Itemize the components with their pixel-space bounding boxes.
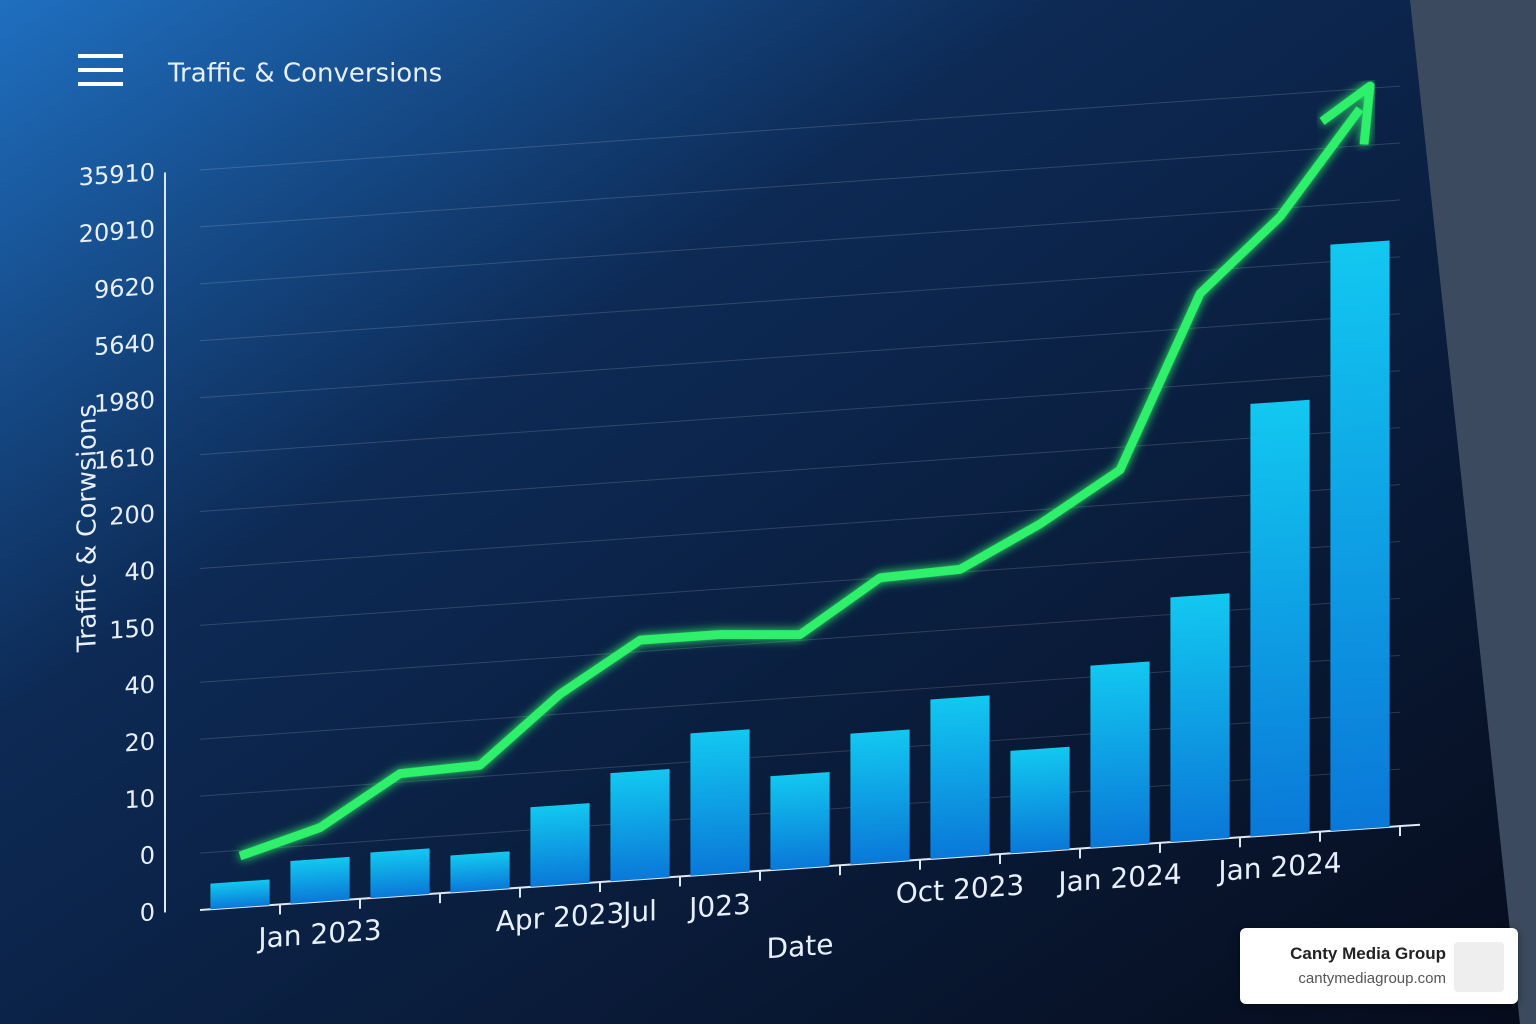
y-tick-label: 10 xyxy=(124,784,155,814)
grid-line xyxy=(200,427,1400,513)
bar xyxy=(290,856,350,904)
bar xyxy=(1170,593,1230,843)
bar xyxy=(1010,746,1070,854)
y-tick-label: 40 xyxy=(124,557,155,587)
bar xyxy=(610,769,670,882)
trend-arrow-head xyxy=(1319,81,1375,145)
grid-line xyxy=(200,256,1400,342)
grid-line xyxy=(200,313,1400,399)
y-tick-label: 40 xyxy=(124,670,155,700)
menu-icon[interactable] xyxy=(78,54,123,86)
bar xyxy=(930,695,990,859)
y-tick-label: 1610 xyxy=(94,443,155,475)
bar xyxy=(210,879,270,910)
y-tick-label: 9620 xyxy=(94,272,155,304)
bar xyxy=(450,851,510,893)
brand-name: Canty Media Group xyxy=(1290,944,1446,963)
bar xyxy=(690,729,750,876)
y-tick-label: 35910 xyxy=(79,158,155,191)
grid-line xyxy=(200,142,1400,228)
y-tick-label: 20910 xyxy=(79,215,155,248)
bar xyxy=(530,803,590,887)
x-tick-label: J023 xyxy=(687,888,751,925)
y-tick-label: 0 xyxy=(140,898,155,927)
bar xyxy=(770,772,830,871)
grid-line xyxy=(200,85,1400,171)
bar xyxy=(850,729,910,865)
brand-logo xyxy=(1454,942,1504,992)
x-tick-label: Jul xyxy=(621,894,657,929)
y-axis-label: Traffic & Corwsions xyxy=(73,403,103,654)
grid-line xyxy=(200,540,1400,626)
y-tick-label: 200 xyxy=(109,500,155,531)
y-tick-label: 5640 xyxy=(94,329,155,361)
plot: 0 0 10 20 40 150 40 200 1610 1980 5640 9620 20910 359… xyxy=(73,81,1420,966)
x-axis-label: Date xyxy=(767,928,834,966)
bar xyxy=(1250,399,1310,837)
y-tick-label: 0 xyxy=(140,841,155,870)
y-tick-label: 20 xyxy=(124,727,155,757)
y-tick-label: 1980 xyxy=(94,386,155,418)
grid-line xyxy=(200,484,1400,569)
bar xyxy=(370,848,430,899)
grid-line xyxy=(200,199,1400,285)
brand-url: cantymediagroup.com xyxy=(1298,970,1446,987)
header-title: Traffic & Conversions xyxy=(167,59,442,89)
bar xyxy=(1330,240,1390,831)
bar xyxy=(1090,661,1150,848)
y-tick-label: 150 xyxy=(109,614,155,645)
grid-line xyxy=(200,370,1400,456)
trend-line xyxy=(238,106,1364,861)
brand-badge[interactable]: Canty Media Group cantymediagroup.com xyxy=(1240,928,1518,1004)
